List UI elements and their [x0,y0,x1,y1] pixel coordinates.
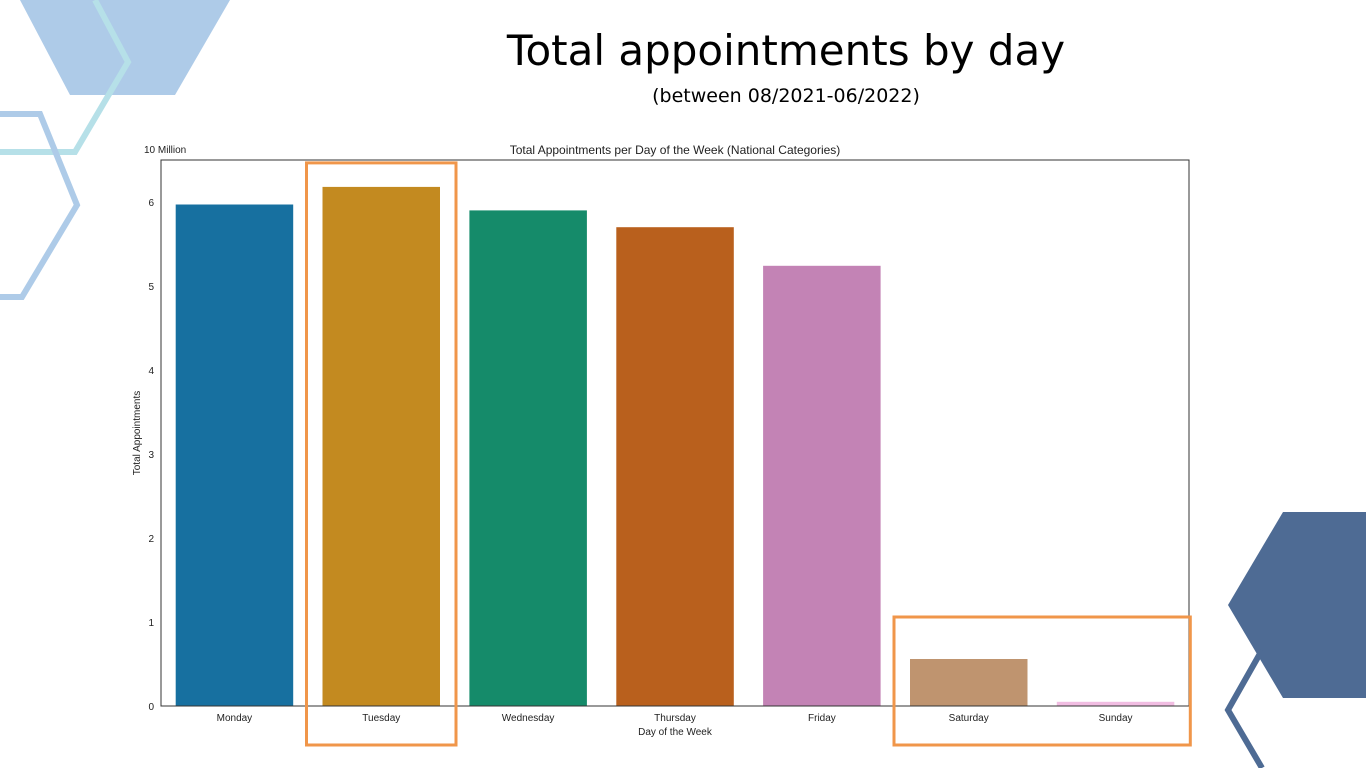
bar-sunday [1056,701,1175,706]
x-tick-label-monday: Monday [217,713,253,724]
x-axis-label: Day of the Week [638,727,713,738]
light-blue-hexagon-shape [20,0,230,95]
y-tick-label: 0 [148,702,154,713]
teal-hexagon-outline [0,0,132,155]
x-ticks: Monday Tuesday Wednesday Thursday Friday Satu… [217,713,1133,724]
bars-layer [175,186,1175,706]
plot-frame [160,159,1190,707]
y-tick-label: 4 [148,366,154,377]
bar-monday [175,204,294,706]
y-tick-label: 3 [148,450,154,461]
y-tick-label: 1 [148,618,154,629]
y-axis-label: Total Appointments [132,391,143,476]
bar-wednesday [469,210,587,706]
x-tick-label-thursday: Thursday [654,713,696,724]
bar-tuesday [322,186,440,706]
highlight-box-tuesday [305,161,458,747]
x-tick-label-tuesday: Tuesday [362,713,400,724]
x-tick-label-saturday: Saturday [949,713,989,724]
chart-title: Total Appointments per Day of the Week (… [510,143,841,157]
slide-title: Total appointments by day [506,26,1066,75]
y-tick-label: 6 [148,198,154,209]
y-tick-label: 2 [148,534,154,545]
y-tick-label: 5 [148,282,154,293]
highlight-box-saturday-sunday [892,615,1192,747]
x-tick-label-friday: Friday [808,713,836,724]
bar-thursday [616,227,734,706]
x-tick-label-wednesday: Wednesday [502,713,555,724]
bar-saturday [910,659,1028,706]
blue-hexagon-outline [0,111,81,300]
highlight-boxes [305,161,1192,747]
x-tick-label-sunday: Sunday [1099,713,1133,724]
slide-subtitle: (between 08/2021-06/2022) [652,85,920,107]
y-scale-label: 10 Million [144,145,186,156]
y-ticks: 0 1 2 3 4 5 6 [148,198,154,713]
dark-blue-hexagon-outline [1224,648,1265,768]
bar-friday [763,265,881,706]
